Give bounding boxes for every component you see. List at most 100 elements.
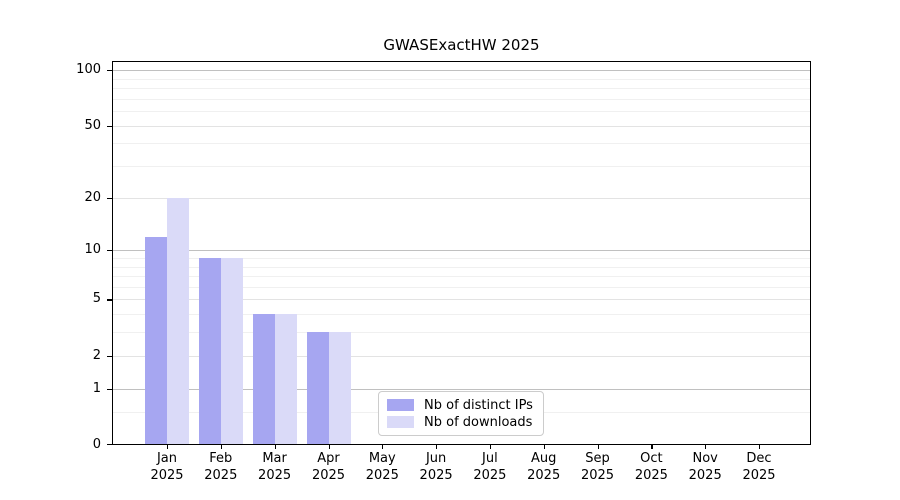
x-label-year: 2025: [365, 468, 399, 483]
y-tick-label-50: 50: [84, 117, 101, 133]
y-tick-1: [107, 388, 112, 390]
chart-title: GWASExactHW 2025: [383, 36, 540, 54]
x-tick-oct: [651, 445, 653, 449]
bar-distinct-ips-mar: [252, 314, 275, 444]
x-label-year: 2025: [473, 468, 507, 483]
x-tick-label-dec: Dec 2025: [731, 450, 787, 484]
legend-item-distinct-ips: Nb of distinct IPs: [387, 397, 533, 413]
x-label-month: Jan: [156, 451, 178, 466]
y-tick-0: [107, 444, 112, 446]
gridline-minor-60: [113, 111, 810, 112]
y-tick-label-20: 20: [84, 189, 101, 205]
x-label-year: 2025: [742, 468, 776, 483]
x-label-month: Aug: [530, 451, 557, 466]
x-label-month: May: [368, 451, 396, 466]
x-tick-jan: [167, 445, 169, 449]
x-label-month: Feb: [209, 451, 233, 466]
legend-swatch-distinct-ips: [387, 399, 414, 411]
gridline-minor-9: [113, 257, 810, 259]
gridline-1: [113, 388, 810, 390]
x-tick-label-jun: Jun 2025: [408, 450, 464, 484]
bar-downloads-mar: [274, 314, 297, 444]
bar-distinct-ips-jan: [145, 236, 167, 444]
legend: Nb of distinct IPs Nb of downloads: [378, 391, 544, 436]
bar-downloads-jan: [167, 197, 189, 444]
y-tick-50: [107, 125, 112, 127]
x-tick-sep: [597, 445, 599, 449]
gridline-minor-7: [113, 276, 810, 277]
gridline-5: [113, 299, 810, 301]
x-label-year: 2025: [204, 468, 238, 483]
x-tick-jul: [489, 445, 492, 449]
x-tick-jun: [436, 445, 438, 449]
y-tick-20: [107, 197, 112, 199]
y-tick-label-10: 10: [84, 242, 101, 258]
gridline-minor-90: [113, 78, 810, 80]
gridline-minor-30: [113, 166, 810, 167]
legend-item-downloads: Nb of downloads: [387, 414, 533, 430]
x-tick-may: [382, 445, 384, 449]
x-label-month: Jul: [482, 451, 498, 466]
gridline-2: [113, 355, 810, 357]
bar-distinct-ips-feb: [198, 257, 221, 444]
x-label-year: 2025: [634, 468, 668, 483]
x-tick-label-jul: Jul 2025: [462, 450, 518, 484]
x-label-year: 2025: [258, 468, 292, 483]
x-label-month: Mar: [262, 451, 287, 466]
gridline-50: [113, 125, 810, 127]
x-label-year: 2025: [311, 468, 346, 483]
legend-label-distinct-ips: Nb of distinct IPs: [424, 397, 533, 413]
x-label-month: Apr: [317, 451, 340, 466]
x-label-month: Oct: [640, 451, 663, 466]
x-label-year: 2025: [527, 468, 561, 483]
gridline-minor-4: [113, 314, 810, 316]
x-tick-label-sep: Sep 2025: [570, 450, 626, 484]
y-tick-2: [107, 355, 112, 357]
y-tick-label-5: 5: [92, 291, 101, 307]
gridline-minor-3: [113, 332, 810, 334]
x-tick-label-nov: Nov 2025: [677, 450, 733, 484]
x-label-year: 2025: [150, 468, 184, 483]
x-tick-apr: [328, 445, 330, 449]
plot-area: [107, 61, 811, 449]
x-label-month: Dec: [746, 451, 772, 466]
bar-downloads-feb: [220, 257, 243, 444]
x-tick-label-feb: Feb 2025: [193, 450, 249, 484]
legend-label-downloads: Nb of downloads: [424, 414, 533, 430]
gridline-minor-6: [113, 286, 810, 288]
gridline-minor-8: [113, 266, 810, 268]
x-tick-label-may: May 2025: [354, 450, 410, 484]
bar-distinct-ips-apr: [306, 332, 329, 444]
gridline-20: [113, 197, 810, 199]
y-tick-label-100: 100: [76, 62, 101, 77]
x-tick-nov: [705, 445, 707, 449]
x-tick-mar: [274, 445, 276, 449]
x-label-month: Nov: [692, 451, 718, 466]
x-tick-label-oct: Oct 2025: [623, 450, 679, 484]
y-tick-5: [107, 299, 112, 301]
y-tick-10: [107, 250, 112, 252]
y-tick-label-0: 0: [92, 437, 101, 452]
gridline-10: [113, 250, 810, 252]
x-tick-feb: [220, 445, 222, 449]
x-tick-dec: [759, 445, 761, 449]
x-tick-label-apr: Apr 2025: [301, 450, 357, 484]
x-label-month: Jun: [425, 451, 447, 466]
x-label-year: 2025: [419, 468, 453, 483]
x-label-year: 2025: [688, 468, 722, 483]
x-tick-label-jan: Jan 2025: [139, 450, 195, 484]
bar-downloads-apr: [328, 332, 351, 444]
gridline-minor-80: [113, 87, 810, 89]
y-tick-label-1: 1: [92, 380, 101, 396]
x-tick-label-aug: Aug 2025: [516, 450, 572, 484]
y-tick-100: [107, 70, 112, 72]
legend-swatch-downloads: [387, 416, 414, 428]
gridline-minor-40: [113, 143, 810, 145]
x-tick-label-mar: Mar 2025: [247, 450, 303, 484]
y-tick-label-2: 2: [92, 347, 101, 363]
x-tick-aug: [543, 445, 545, 449]
gridline-minor-70: [113, 98, 810, 100]
gridline-100: [113, 70, 810, 71]
x-label-year: 2025: [580, 468, 615, 483]
